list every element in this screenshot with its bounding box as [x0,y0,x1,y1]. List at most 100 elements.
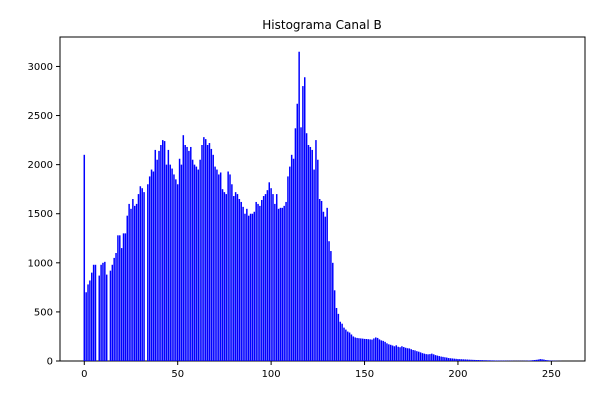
histogram-bar [431,353,433,361]
histogram-bar [171,168,173,361]
histogram-bar [119,235,121,361]
histogram-bar [332,262,334,361]
histogram-bar [240,201,242,361]
histogram-bar [115,253,117,361]
histogram-bar [300,127,302,361]
histogram-bar [414,350,416,361]
histogram-bar [270,188,272,361]
histogram-bar [479,360,482,361]
histogram-bar [438,356,441,361]
histogram-bar [163,141,166,361]
histogram-bar [487,360,489,361]
histogram-bar [231,184,233,361]
histogram-bar [126,215,128,361]
histogram-bar [268,182,270,361]
histogram-bar [262,196,265,361]
histogram-bar [440,356,442,361]
histogram-bar [373,338,375,361]
histogram-bar [225,194,228,361]
histogram-bar [369,339,371,361]
histogram-bar [464,359,467,361]
histogram-bar [393,346,396,361]
histogram-bar [133,205,136,361]
histogram-bar [105,274,108,361]
x-tick-label: 250 [542,369,561,380]
histogram-bar [333,290,336,361]
histogram-bar [139,186,142,361]
histogram-bar [548,360,551,361]
histogram-bar [197,169,199,361]
chart-title: Histograma Canal B [262,18,382,32]
histogram-bar [408,348,411,361]
histogram-bar [87,284,89,361]
histogram-bar [238,199,241,361]
y-axis: 0 500 1000 1500 2000 2500 3000 [28,62,60,368]
histogram-bar [537,359,540,361]
histogram-bar [324,216,327,361]
histogram-bar [468,359,470,361]
histogram-bar [227,171,229,361]
histogram-bar [92,264,95,361]
histogram-bar [472,359,474,361]
histogram-bar [403,347,405,361]
plot-area-frame [59,36,586,362]
histogram-bar [365,339,368,361]
histogram-bar [429,354,431,361]
histogram-bar [442,356,444,361]
histogram-bar [367,339,370,361]
y-tick-label: 2000 [28,160,53,171]
histogram-bar [218,174,220,361]
histogram-bar [191,159,194,361]
histogram-bar [100,264,102,361]
histogram-bar [412,350,414,361]
histogram-bar [395,345,398,361]
histogram-bar [294,128,297,361]
histogram-bar [360,338,362,361]
histogram-bar [317,159,319,361]
histogram-bar [102,262,104,361]
histogram-bar [246,208,248,361]
x-tick-label: 200 [448,369,467,380]
histogram-bar [302,86,304,361]
histogram-bar [261,199,263,361]
histogram-bar [352,336,355,361]
histogram-bar [176,184,179,361]
histogram-bar [169,164,171,361]
histogram-bar [266,190,269,361]
histogram-bar [104,261,106,361]
histogram-bar [221,189,224,361]
x-axis: 0 50 100 150 200 250 [81,361,561,380]
histogram-bar [244,213,246,361]
x-tick-label: 150 [355,369,374,380]
histogram-bar [436,355,439,361]
histogram-bar [124,233,127,361]
histogram-bar [545,360,547,361]
histogram-bar [204,139,207,361]
histogram-bar [397,346,399,361]
histogram-bar [272,194,274,361]
histogram-bar [137,194,140,361]
histogram-bar [541,359,543,361]
histogram-bar [186,146,188,361]
histogram-bar [229,174,231,361]
histogram-bar [350,334,353,361]
histogram-bar [277,208,280,361]
histogram-bar [419,352,422,361]
histogram-bar [287,176,289,361]
histogram-bar [432,354,435,361]
histogram-bar [188,150,190,361]
histogram-bar [531,360,534,361]
histogram-bar [410,349,412,361]
histogram-bar [180,164,183,361]
histogram-bar [199,159,201,361]
histogram-bar [481,360,483,361]
x-tick-label: 0 [81,369,87,380]
histogram-bar [156,159,158,361]
histogram-bar [315,140,317,361]
histogram-bar [384,341,386,361]
histogram-bar [455,358,457,361]
histogram-bar [257,203,259,361]
histogram-bar [206,145,209,361]
histogram-bar [292,158,295,361]
